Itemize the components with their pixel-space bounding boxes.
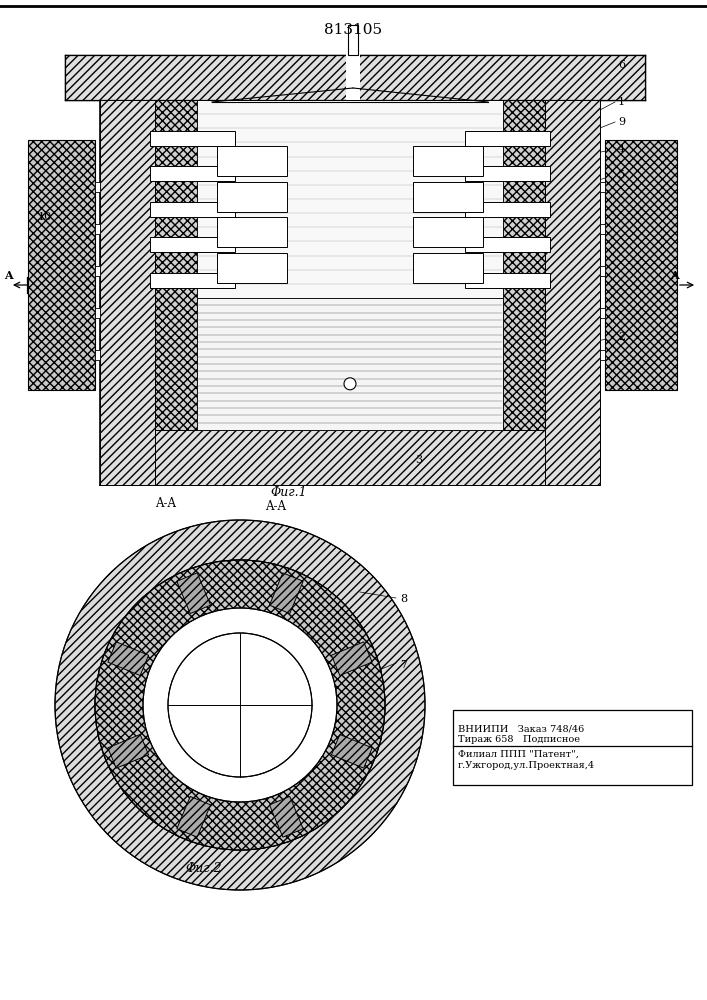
Text: ВНИИПИ   Заказ 748/46: ВНИИПИ Заказ 748/46 bbox=[458, 724, 584, 734]
Circle shape bbox=[344, 378, 356, 390]
Circle shape bbox=[168, 633, 312, 777]
Bar bbox=[155, 100, 197, 430]
Bar bbox=[503, 100, 545, 430]
Text: 6: 6 bbox=[618, 60, 625, 70]
Bar bbox=[545, 100, 600, 485]
Text: A: A bbox=[4, 270, 13, 281]
Bar bbox=[600, 265, 605, 275]
Bar bbox=[100, 100, 155, 485]
Text: Φиг.2: Φиг.2 bbox=[185, 862, 221, 875]
Bar bbox=[150, 131, 235, 146]
Text: Φиг.1: Φиг.1 bbox=[270, 486, 307, 499]
Text: 5: 5 bbox=[618, 170, 625, 180]
Text: 9: 9 bbox=[618, 117, 625, 127]
Text: 3: 3 bbox=[415, 455, 422, 465]
Bar bbox=[197, 298, 503, 430]
Bar bbox=[150, 202, 235, 217]
Bar bbox=[600, 224, 605, 233]
Text: 7: 7 bbox=[400, 660, 407, 670]
Bar bbox=[95, 265, 100, 275]
Bar bbox=[348, 25, 358, 55]
FancyBboxPatch shape bbox=[177, 573, 211, 614]
FancyBboxPatch shape bbox=[332, 642, 372, 676]
FancyBboxPatch shape bbox=[269, 796, 303, 837]
Bar bbox=[150, 166, 235, 181]
Bar bbox=[95, 182, 100, 192]
Bar bbox=[150, 237, 235, 252]
Text: 4: 4 bbox=[618, 144, 625, 154]
Bar bbox=[413, 253, 483, 283]
Bar bbox=[346, 54, 360, 101]
Text: A-A: A-A bbox=[265, 500, 286, 513]
Bar bbox=[217, 253, 287, 283]
Bar bbox=[413, 217, 483, 247]
FancyBboxPatch shape bbox=[269, 573, 303, 614]
FancyBboxPatch shape bbox=[332, 734, 372, 768]
Bar bbox=[465, 237, 550, 252]
Text: 2: 2 bbox=[618, 332, 625, 342]
Text: г.Ужгород,ул.Проектная,4: г.Ужгород,ул.Проектная,4 bbox=[458, 760, 595, 770]
Bar bbox=[95, 224, 100, 233]
Bar bbox=[465, 131, 550, 146]
Bar bbox=[65, 55, 645, 100]
Bar bbox=[453, 710, 692, 785]
FancyBboxPatch shape bbox=[177, 796, 211, 837]
Bar bbox=[217, 217, 287, 247]
Text: 10: 10 bbox=[38, 212, 52, 222]
Bar bbox=[600, 182, 605, 192]
Text: 1: 1 bbox=[618, 97, 625, 107]
Bar bbox=[413, 182, 483, 212]
Bar bbox=[600, 308, 605, 318]
Bar bbox=[217, 182, 287, 212]
Bar bbox=[95, 308, 100, 318]
Text: Тираж 658   Подписное: Тираж 658 Подписное bbox=[458, 736, 580, 744]
Bar bbox=[150, 273, 235, 288]
Bar bbox=[413, 146, 483, 176]
Bar bbox=[197, 100, 503, 298]
FancyBboxPatch shape bbox=[108, 734, 148, 768]
FancyBboxPatch shape bbox=[108, 642, 148, 676]
Bar bbox=[95, 350, 100, 360]
Bar bbox=[100, 430, 600, 485]
Bar bbox=[600, 350, 605, 360]
Text: A-A: A-A bbox=[155, 497, 176, 510]
Bar bbox=[465, 166, 550, 181]
Text: 8: 8 bbox=[400, 594, 407, 604]
Text: 813105: 813105 bbox=[324, 23, 382, 37]
Bar bbox=[465, 273, 550, 288]
Bar bbox=[465, 202, 550, 217]
Text: A: A bbox=[670, 270, 679, 281]
Bar bbox=[605, 140, 677, 390]
Bar bbox=[28, 140, 95, 390]
Bar bbox=[217, 146, 287, 176]
Text: Филиал ППП "Патент",: Филиал ППП "Патент", bbox=[458, 750, 579, 758]
